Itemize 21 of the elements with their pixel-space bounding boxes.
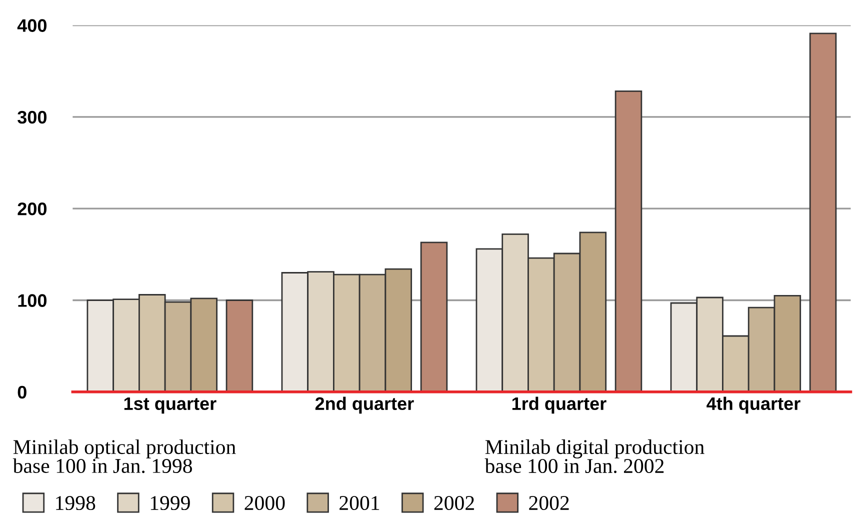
y-tick-label: 300 [18,110,47,124]
legend-label: 2002 [529,496,569,510]
x-tick-label: 1rd quarter [512,396,606,414]
y-tick-label: 100 [18,294,47,307]
legend-label: 2000 [244,496,285,510]
y-tick-label: 200 [18,202,47,216]
legend-label: 1999 [150,496,190,510]
legend-label: 2001 [340,496,380,510]
bar [420,242,448,392]
x-tick-label: 2nd quarter [315,396,414,414]
bar [809,32,837,392]
legend-label: 2002 [434,496,474,510]
text: Minilab optical production base 100 in Jan. 1998 [12,439,236,474]
bar [226,300,254,392]
y-tick-label: 0 [18,386,26,399]
x-tick-label: 4th quarter [706,396,800,414]
x-tick-label: 1st quarter [124,397,216,414]
bar [614,90,642,392]
y-tick-label: 400 [17,19,47,32]
legend-label: 1998 [56,496,96,510]
text: Minilab digital production base 100 in Jan. 2002 [484,439,704,474]
